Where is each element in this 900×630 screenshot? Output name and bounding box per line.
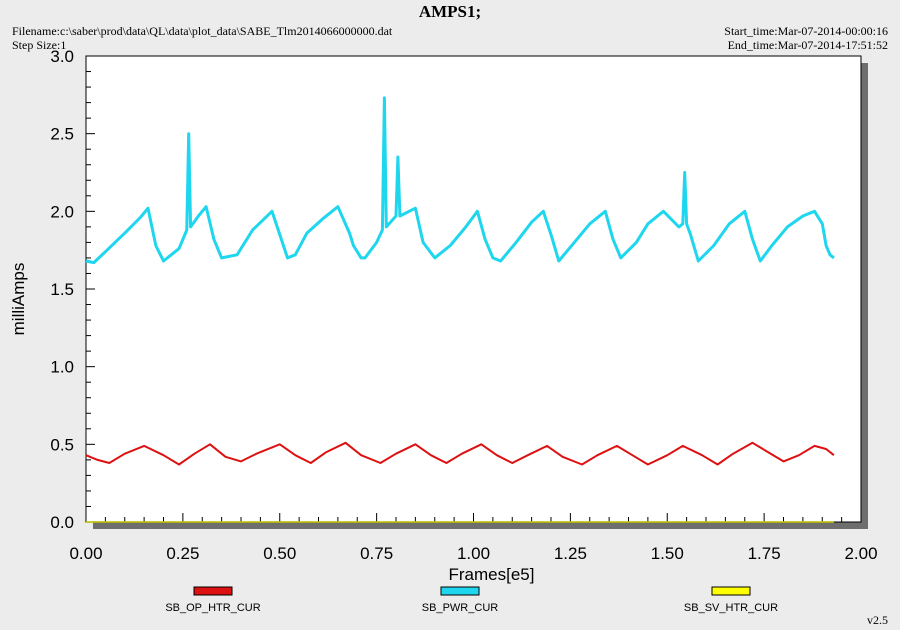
legend-swatch <box>711 586 751 596</box>
y-tick-label: 2.5 <box>50 125 74 144</box>
legend-swatch <box>193 586 233 596</box>
x-tick-label: 0.25 <box>166 544 199 563</box>
x-tick-label: 0.50 <box>263 544 296 563</box>
start-time-text: Start_time:Mar-07-2014-00:00:16 <box>724 24 888 38</box>
chart-title: AMPS1; <box>418 2 482 21</box>
series-line-sb-op-htr-cur <box>85 441 835 466</box>
version-label: v2.5 <box>867 613 888 627</box>
x-tick-label: 1.00 <box>457 544 490 563</box>
y-tick-label: 0.0 <box>50 513 74 532</box>
y-tick-label: 1.5 <box>50 280 74 299</box>
x-tick-label: 1.75 <box>748 544 781 563</box>
x-tick-label: 1.50 <box>651 544 684 563</box>
y-tick-label: 3.0 <box>50 47 74 66</box>
x-axis-label: Frames[e5] <box>449 565 535 584</box>
plot-area <box>85 55 862 523</box>
legend-swatch <box>440 586 480 596</box>
x-tick-label: 0.00 <box>69 544 102 563</box>
time-info: Start_time:Mar-07-2014-00:00:16 End_time… <box>724 24 888 52</box>
series-line-sb-pwr-cur <box>85 96 835 265</box>
step-size-text: Step Size:1 <box>12 38 67 52</box>
legend-label: SB_PWR_CUR <box>422 602 498 614</box>
filename-text: Filename:c:\saber\prod\data\QL\data\plot… <box>12 24 393 38</box>
legend-label: SB_OP_HTR_CUR <box>165 602 260 614</box>
y-tick-label: 0.5 <box>50 435 74 454</box>
x-tick-label: 1.25 <box>554 544 587 563</box>
x-tick-label: 0.75 <box>360 544 393 563</box>
legend-label: SB_SV_HTR_CUR <box>684 602 778 614</box>
file-info: Filename:c:\saber\prod\data\QL\data\plot… <box>12 24 392 52</box>
y-tick-label: 2.0 <box>50 202 74 221</box>
x-tick-label: 2.00 <box>844 544 877 563</box>
y-tick-label: 1.0 <box>50 358 74 377</box>
end-time-text: End_time:Mar-07-2014-17:51:52 <box>727 38 888 52</box>
y-axis-label: milliAmps <box>9 263 28 336</box>
